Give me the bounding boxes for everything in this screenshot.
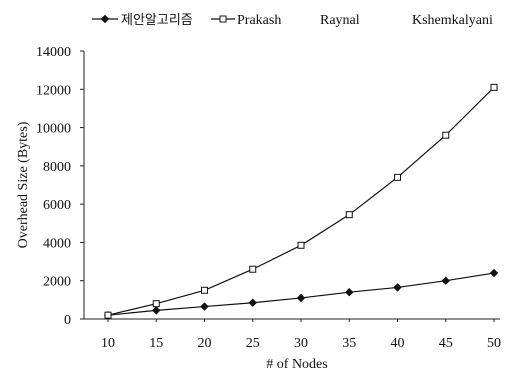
x-tick-label: 25 bbox=[246, 336, 260, 351]
y-axis-title: Overhead Size (Bytes) bbox=[16, 121, 31, 248]
y-tick-label: 10000 bbox=[36, 122, 71, 137]
data-point bbox=[442, 131, 450, 139]
legend-marker-proposed bbox=[100, 14, 110, 24]
y-axis-ticks: 0 2000 4000 6000 8000 10000 12000 14000 bbox=[36, 45, 84, 328]
y-tick-label: 2000 bbox=[43, 275, 71, 290]
legend-label-kshemkalyani: Kshemkalyani bbox=[412, 13, 493, 28]
data-point bbox=[200, 302, 209, 311]
y-tick-label: 8000 bbox=[43, 160, 71, 175]
series-proposed bbox=[103, 268, 499, 320]
x-tick-label: 20 bbox=[198, 336, 212, 351]
data-point bbox=[441, 276, 450, 285]
data-point bbox=[248, 298, 257, 307]
series-line bbox=[107, 86, 495, 316]
legend-label-proposed: 제안알고리즘 bbox=[121, 13, 193, 28]
data-point bbox=[201, 286, 208, 294]
series-layer bbox=[103, 83, 499, 320]
data-point bbox=[297, 241, 305, 249]
x-axis-title: # of Nodes bbox=[266, 357, 327, 372]
data-point bbox=[104, 311, 112, 319]
axes bbox=[83, 51, 500, 320]
x-tick-label: 10 bbox=[101, 336, 115, 351]
legend-marker-prakash bbox=[219, 15, 227, 23]
x-tick-label: 15 bbox=[149, 336, 163, 351]
data-point bbox=[296, 293, 306, 303]
legend: 제안알고리즘 Prakash Raynal Kshemkalyani bbox=[92, 13, 493, 28]
data-point bbox=[152, 300, 160, 308]
data-point bbox=[394, 173, 401, 181]
x-tick-label: 35 bbox=[342, 336, 356, 351]
y-tick-label: 14000 bbox=[36, 45, 71, 60]
x-axis-ticks: 10 15 20 25 30 35 40 45 50 bbox=[101, 319, 501, 351]
legend-label-raynal: Raynal bbox=[320, 13, 360, 28]
data-point bbox=[345, 287, 354, 297]
y-tick-label: 12000 bbox=[36, 83, 71, 98]
x-tick-label: 45 bbox=[439, 336, 453, 351]
data-point bbox=[489, 268, 499, 278]
data-point bbox=[249, 265, 257, 273]
x-tick-label: 50 bbox=[487, 336, 501, 351]
data-point bbox=[345, 211, 353, 219]
data-point bbox=[393, 283, 402, 292]
legend-label-prakash: Prakash bbox=[237, 13, 281, 28]
x-tick-label: 30 bbox=[294, 336, 308, 351]
y-tick-label: 0 bbox=[64, 313, 71, 328]
data-point bbox=[490, 83, 498, 91]
data-point bbox=[152, 306, 161, 315]
y-tick-label: 6000 bbox=[43, 198, 71, 213]
x-tick-label: 40 bbox=[391, 336, 405, 351]
y-tick-label: 4000 bbox=[43, 236, 71, 251]
series-prakash bbox=[104, 83, 498, 319]
